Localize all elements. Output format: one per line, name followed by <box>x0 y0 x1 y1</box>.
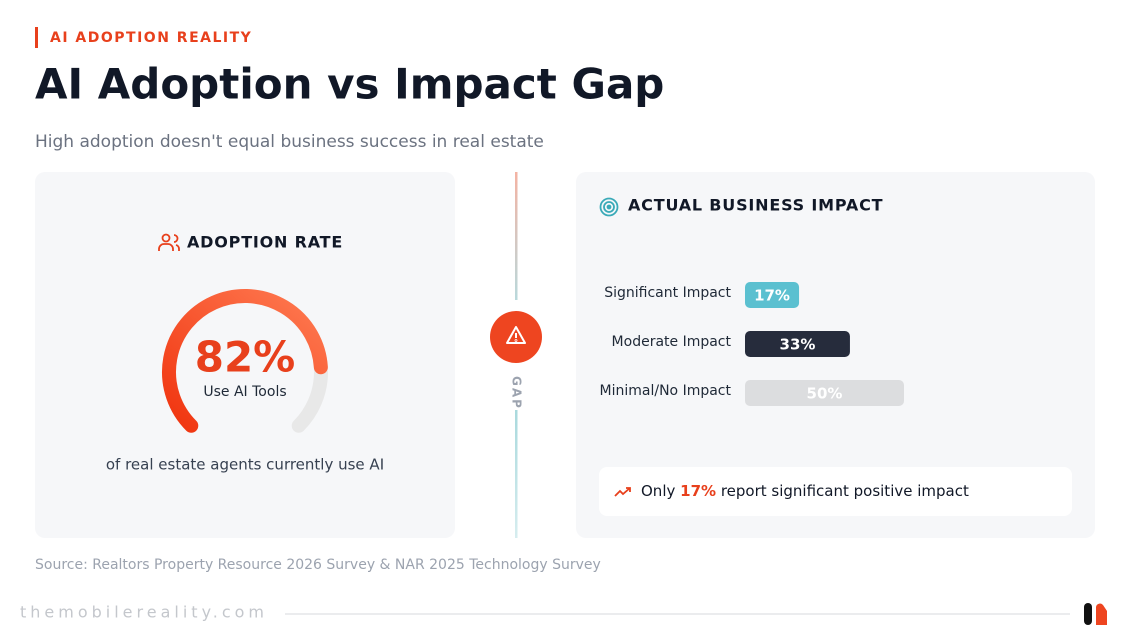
logo <box>1084 603 1092 625</box>
bar-category: Significant Impact <box>604 285 731 301</box>
target-icon <box>599 197 619 217</box>
callout-prefix: Only <box>641 482 675 500</box>
callout-box <box>599 467 1072 516</box>
bar-title: ACTUAL BUSINESS IMPACT <box>628 196 883 215</box>
bar <box>745 331 850 357</box>
logo <box>1096 603 1107 625</box>
users-icon <box>158 233 180 251</box>
gap-label: GAP <box>510 376 524 410</box>
bar-value-label: 33% <box>780 336 816 354</box>
bar-category: Minimal/No Impact <box>600 383 732 399</box>
divider <box>515 410 518 538</box>
eyebrow: AI ADOPTION REALITY <box>50 30 252 46</box>
bar-value-label: 50% <box>807 385 843 403</box>
subtitle: High adoption doesn't equal business suc… <box>35 132 544 152</box>
accent-bar <box>35 27 38 48</box>
bar <box>745 380 904 406</box>
callout: Only 17% report significant positive imp… <box>641 482 969 500</box>
gauge-fill <box>162 289 328 433</box>
trend-icon <box>614 487 631 497</box>
gauge-value-label: 82% <box>195 333 296 382</box>
source: Source: Realtors Property Resource 2026 … <box>35 557 601 573</box>
divider <box>515 172 518 300</box>
left-card <box>35 172 455 538</box>
gauge-note: of real estate agents currently use AI <box>106 456 384 474</box>
footer-brand: themobilereality.com <box>20 603 268 622</box>
callout-highlight: 17% <box>680 482 716 500</box>
gauge-title: ADOPTION RATE <box>187 233 343 252</box>
bar <box>745 282 800 308</box>
gauge-caption: Use AI Tools <box>203 384 286 400</box>
bar-category: Moderate Impact <box>612 334 732 350</box>
warning-icon <box>506 326 526 344</box>
bar-value-label: 17% <box>754 287 790 305</box>
title: AI Adoption vs Impact Gap <box>35 60 664 109</box>
callout-suffix: report significant positive impact <box>721 482 969 500</box>
